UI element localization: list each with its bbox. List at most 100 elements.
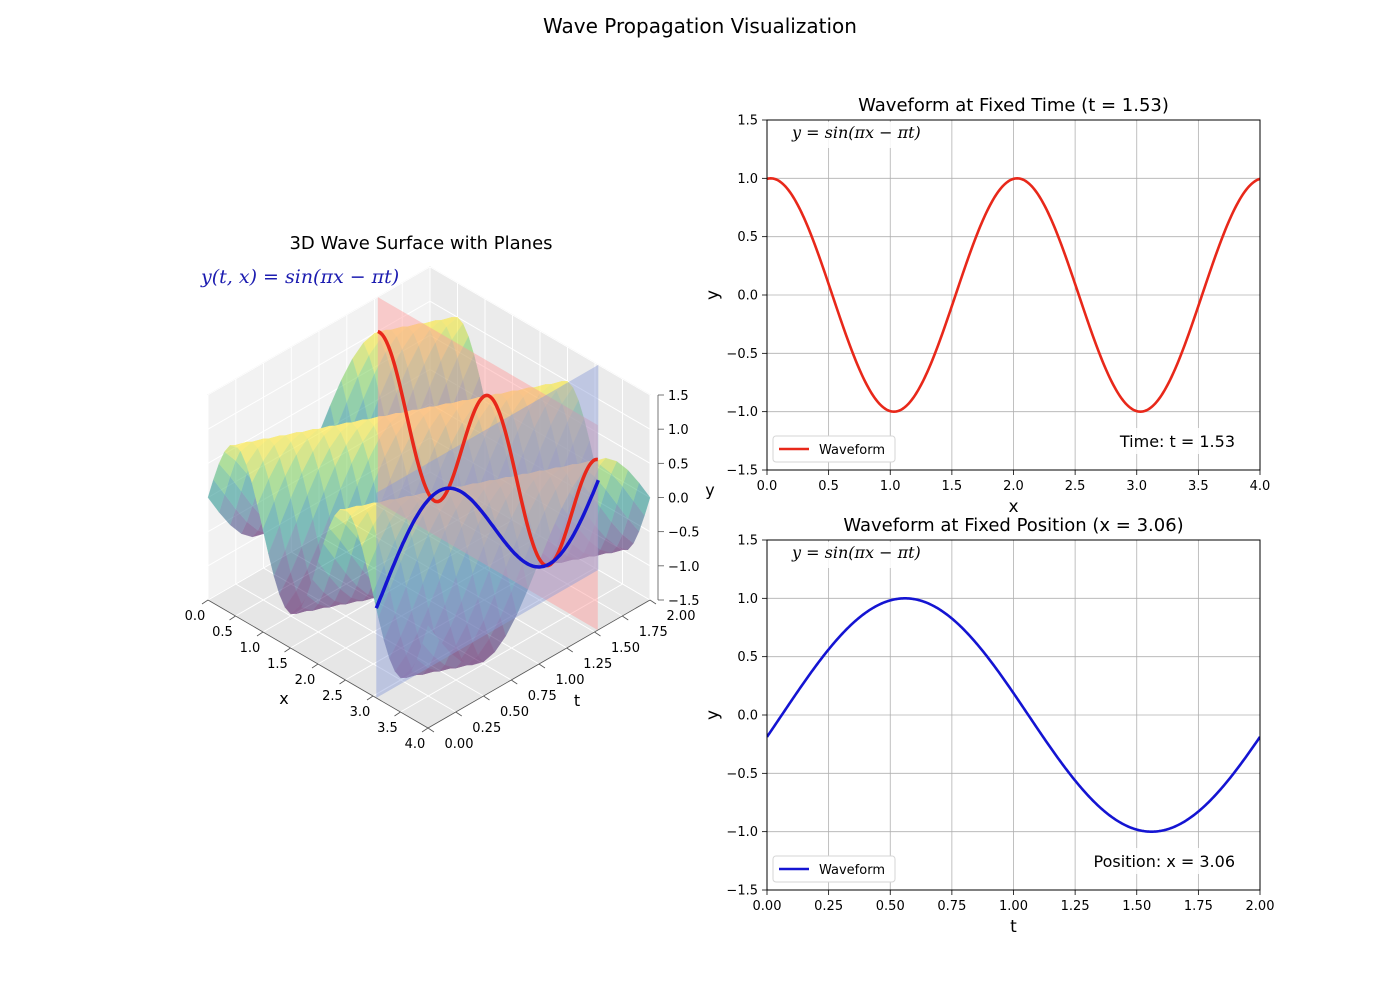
surface3d-panel: 0.00.51.01.52.02.53.03.54.0 0.000.250.500… (185, 233, 715, 752)
t-tick-label: 0.50 (500, 705, 529, 720)
y-axis-label: y (703, 710, 723, 720)
t-tick (483, 695, 490, 701)
equation-box (787, 122, 922, 148)
x-axis-label: t (1010, 917, 1017, 937)
x-tick-label: 4.0 (405, 737, 426, 752)
equation-label: y = sin(πx − πt) (791, 543, 921, 562)
y-tick-label: −0.5 (726, 767, 758, 782)
x-tick-label: 0.5 (212, 625, 233, 640)
x-tick (201, 599, 209, 605)
x-tick-label: 3.5 (1188, 479, 1209, 494)
y-tick-label: −1.5 (726, 464, 758, 479)
y-tick-label: 1.0 (737, 172, 758, 187)
y-tick-label: 0.5 (737, 230, 758, 245)
series-line-waveform (767, 177, 1260, 413)
x-tick-label: 4.0 (1250, 479, 1271, 494)
t-tick-label: 1.00 (556, 673, 585, 688)
z-tick-label: 1.0 (668, 423, 689, 438)
t-tick-label: 0.00 (445, 737, 474, 752)
x-tick-label: 0.5 (818, 479, 839, 494)
figure-title: Wave Propagation Visualization (543, 14, 857, 38)
z-gridline (207, 266, 651, 396)
equation-label: y = sin(πx − πt) (791, 123, 921, 142)
annotation-label: Position: x = 3.06 (1094, 852, 1235, 871)
x-tick-label: 0.0 (185, 609, 206, 624)
legend: Waveform (772, 855, 896, 883)
x-tick-label: 0.00 (753, 899, 782, 914)
x-tick (256, 631, 264, 637)
y-tick-label: 0.5 (737, 650, 758, 665)
fixed-position-panel: Waveform at Fixed Position (x = 3.06) 0.0… (703, 515, 1274, 937)
y-tick-label: −1.0 (726, 825, 758, 840)
x-tick-label: 3.0 (350, 705, 371, 720)
z-axis-label: y (705, 481, 714, 500)
t-tick-label: 1.25 (583, 657, 612, 672)
t-tick (566, 647, 573, 653)
t-tick-label: 0.25 (472, 721, 501, 736)
t-tick (622, 615, 629, 621)
plot-frame (766, 119, 1261, 471)
wave-surface (207, 316, 651, 679)
x-tick-label: 1.50 (1122, 899, 1151, 914)
equation-box (787, 542, 922, 568)
x-tick-label: 2.5 (322, 689, 343, 704)
surface-patch (422, 625, 440, 657)
t-tick-label: 2.00 (667, 609, 696, 624)
x-tick-label: 1.00 (999, 899, 1028, 914)
x-tick-label: 2.0 (1003, 479, 1024, 494)
z-tick-label: 0.5 (668, 457, 689, 472)
y-tick-label: 0.0 (737, 709, 758, 724)
y-tick-label: 0.0 (737, 289, 758, 304)
y-tick-label: −1.0 (726, 405, 758, 420)
x-tick-label: 3.0 (1126, 479, 1147, 494)
z-tick-label: −1.5 (668, 594, 700, 609)
fixed-position-plane (376, 364, 599, 698)
x-axis-label: x (1008, 497, 1018, 517)
x-tick-label: 1.25 (1061, 899, 1090, 914)
legend-frame (772, 855, 896, 883)
t-axis-label: t (574, 691, 580, 710)
legend-label: Waveform (819, 443, 885, 458)
t-tick (427, 727, 435, 733)
annotation-label: Time: t = 1.53 (1119, 432, 1235, 451)
x-tick-label: 1.5 (267, 657, 288, 672)
legend: Waveform (772, 435, 896, 463)
x-tick-label: 1.75 (1184, 899, 1213, 914)
y-axis-label: y (703, 290, 723, 300)
t-tick-label: 1.50 (611, 641, 640, 656)
y-tick-label: −1.5 (726, 884, 758, 899)
x-tick-label: 1.0 (880, 479, 901, 494)
x-tick-label: 2.5 (1065, 479, 1086, 494)
fixed-time-plane (377, 297, 598, 631)
fixed-time-curve (377, 329, 598, 568)
panel-title: Waveform at Fixed Time (t = 1.53) (858, 95, 1169, 116)
x-tick-label: 3.5 (377, 721, 398, 736)
y-tick-label: 1.0 (737, 592, 758, 607)
x-tick (366, 695, 374, 701)
t-tick (455, 711, 462, 717)
plot-frame (766, 539, 1261, 891)
x-tick-label: 1.0 (240, 641, 261, 656)
legend-label: Waveform (819, 863, 885, 878)
x-axis-label: x (279, 689, 288, 708)
equation-label: y(t, x) = sin(πx − πt) (200, 266, 399, 288)
x-tick-label: 0.0 (757, 479, 778, 494)
x-tick-label: 1.5 (942, 479, 963, 494)
x-tick-label: 0.75 (937, 899, 966, 914)
t-tick-label: 0.75 (528, 689, 557, 704)
z-gridline (207, 300, 651, 430)
y-tick-label: −0.5 (726, 347, 758, 362)
x-tick (229, 615, 236, 621)
fixed-time-panel: Waveform at Fixed Time (t = 1.53) 0.0 0.5 1… (703, 95, 1270, 517)
z-tick-label: −1.0 (668, 560, 700, 575)
z-tick-label: −0.5 (668, 526, 700, 541)
z-tick-label: 1.5 (668, 389, 689, 404)
t-tick-label: 1.75 (639, 625, 668, 640)
legend-frame (772, 435, 896, 463)
x-tick (394, 711, 401, 717)
annotation-box (1110, 428, 1250, 454)
x-tick-label: 2.0 (295, 673, 316, 688)
x-tick (311, 663, 319, 669)
x-tick (421, 727, 429, 733)
